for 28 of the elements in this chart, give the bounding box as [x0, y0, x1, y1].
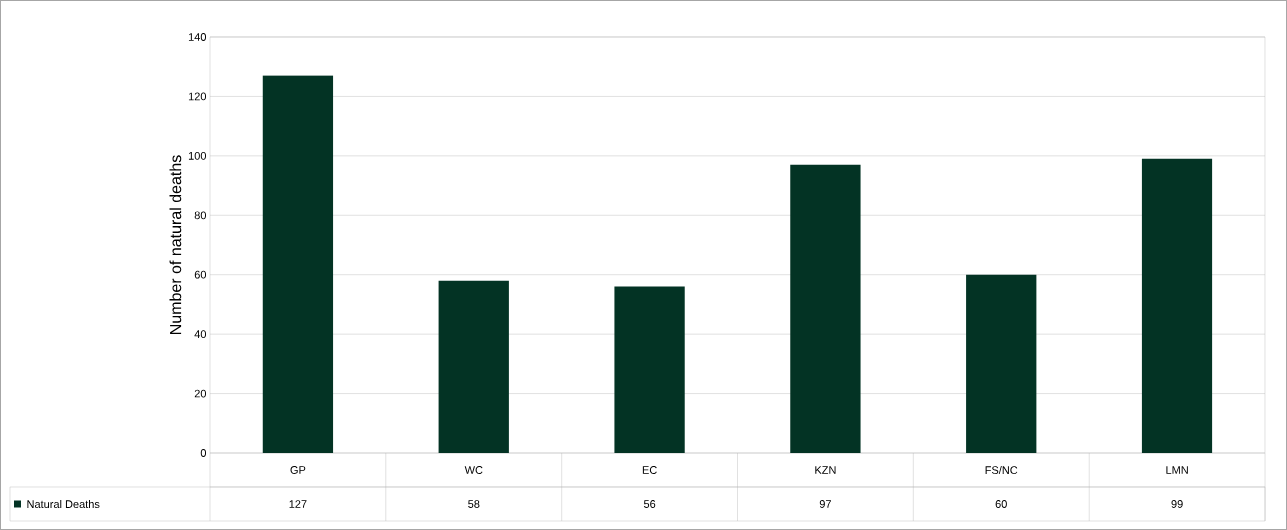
bar: [438, 280, 509, 453]
data-label: 56: [643, 500, 656, 508]
bar: [1141, 158, 1213, 453]
x-tick-label: EC: [642, 466, 657, 474]
data-label: 127: [289, 500, 307, 508]
bar: [262, 75, 334, 453]
y-tick-label: 140: [188, 33, 207, 41]
y-tick-label: 80: [194, 211, 207, 220]
data-label: 60: [995, 500, 1007, 508]
y-tick-label: 0: [200, 449, 207, 457]
x-tick-label: LMN: [1166, 466, 1188, 474]
y-axis-title: Number of natural deaths: [169, 155, 182, 334]
legend-label: Natural Deaths: [27, 499, 100, 509]
y-tick-label: 20: [194, 389, 207, 398]
y-tick-label: 100: [188, 151, 207, 160]
data-label: 99: [1171, 500, 1183, 508]
bar: [966, 274, 1037, 453]
x-tick-label: KZN: [815, 466, 836, 474]
data-label: 97: [819, 500, 831, 508]
y-tick-label: 40: [194, 330, 207, 339]
x-tick-label: FS/NC: [985, 465, 1018, 475]
data-label: 58: [468, 500, 480, 508]
y-tick-label: 60: [194, 270, 207, 279]
x-tick-label: GP: [290, 466, 306, 474]
bar: [790, 164, 861, 453]
y-tick-label: 120: [188, 92, 207, 101]
x-tick-label: WC: [464, 466, 483, 474]
bar: [614, 286, 685, 453]
